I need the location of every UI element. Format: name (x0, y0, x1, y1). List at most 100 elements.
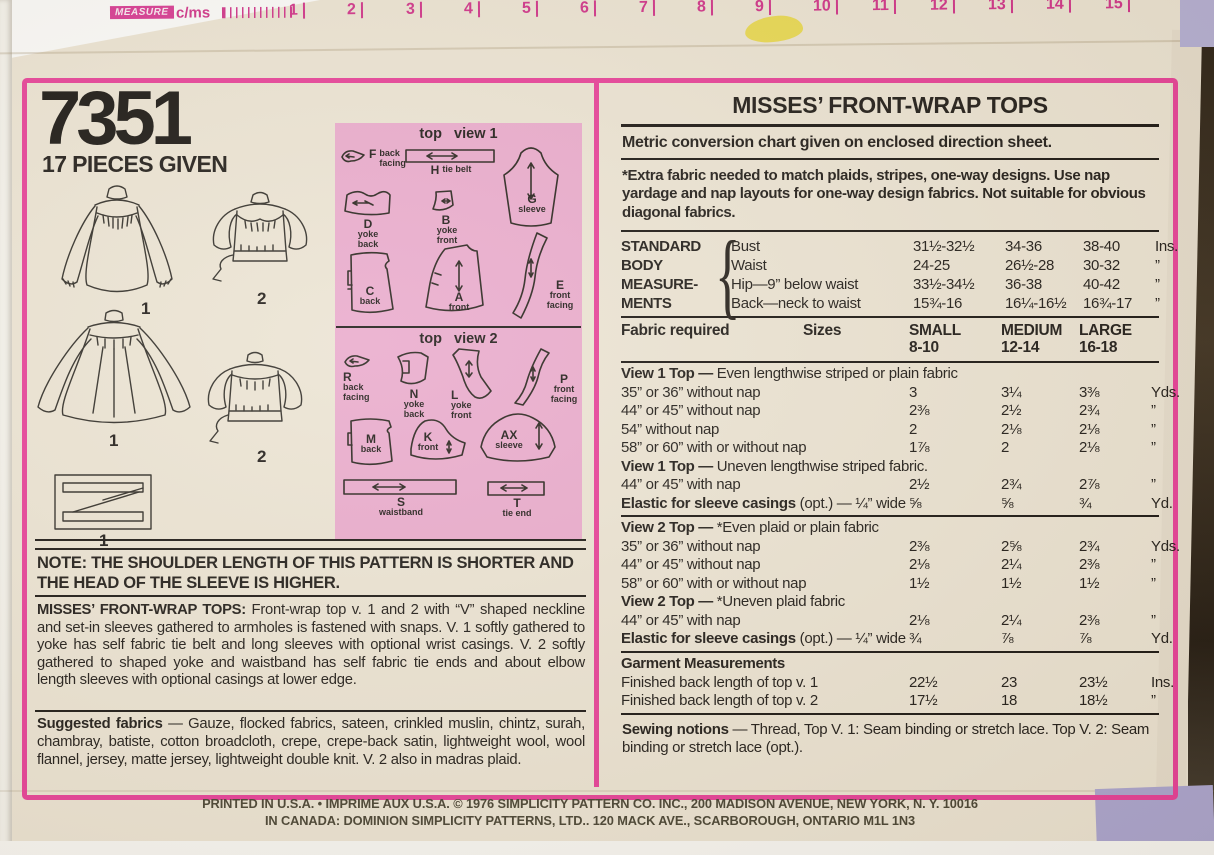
value-medium: 3¼ (1001, 383, 1022, 401)
piece-name: yoke back (357, 229, 379, 249)
ruler-number: 5 (522, 0, 538, 17)
piece-letter: C (365, 284, 375, 298)
value-large: 2⅜ (1079, 611, 1100, 629)
ruler-number: 7 (639, 0, 655, 16)
ruler-number: 2 (347, 1, 363, 18)
piece-name: yoke front (436, 225, 458, 245)
piece-letter: B (441, 213, 451, 227)
value-unit: ” (1155, 256, 1160, 274)
pieces-given-label: 17 PIECES GIVEN (42, 151, 228, 177)
piece-name: yoke back (403, 399, 425, 419)
value-unit: Yd. (1151, 630, 1173, 648)
value-medium: ⅝ (1001, 494, 1014, 512)
ruler-number: 13 (988, 0, 1013, 14)
piece-shape (343, 479, 457, 495)
view2-back-sketch: 2 (197, 347, 313, 466)
piece-name: yoke front (451, 400, 472, 420)
sketch-view-label: 1 (109, 431, 119, 450)
sewing-notions: Sewing notions — Thread, Top V. 1: Seam … (622, 721, 1158, 758)
brace-glyph: { (715, 220, 741, 328)
fabric-required-label: Fabric required (621, 321, 730, 339)
piece-letter: K (423, 430, 433, 444)
value-unit: ” (1151, 476, 1156, 494)
table-row: 35” or 36” without nap 3 3¼ 3⅜ Yds. (621, 383, 1180, 403)
piece-AX: AX sleeve (475, 409, 561, 463)
table-row: 35” or 36” without nap 2⅜ 2⅝ 2¾ Yds. (621, 537, 1180, 557)
value-large: ¾ (1079, 494, 1092, 512)
row-label: Finished back length of top v. 2 (621, 692, 818, 709)
row-label: 58” or 60” with or without nap (621, 439, 807, 457)
value-unit: ” (1151, 574, 1156, 592)
row-label: 58” or 60” with or without nap (621, 574, 807, 592)
label-line: BODY (621, 256, 663, 274)
piece-A: A front (423, 243, 495, 317)
value-unit: ” (1155, 294, 1160, 312)
piece-N: N yoke back (395, 349, 433, 419)
value-unit: Ins. (1151, 673, 1174, 691)
value-small: 3 (909, 383, 918, 401)
size-name: MEDIUM (1001, 321, 1063, 339)
row-name: Bust (731, 237, 760, 255)
paper-crease (0, 790, 1214, 792)
row-label: 44” or 45” without nap (621, 556, 761, 574)
piece-G: G sleeve (501, 141, 563, 227)
fabrics-body: — Gauze, flocked fabrics, sateen, crinkl… (37, 716, 585, 768)
body-measurement-row: Waist 24-25 26½-28 30-32 ” (731, 256, 1178, 275)
note-text: NOTE: THE SHOULDER LENGTH OF THIS PATTER… (37, 554, 574, 592)
value-large: 2⅛ (1079, 420, 1100, 438)
piece-letter: L (451, 388, 459, 402)
row-label: 44” or 45” without nap (621, 402, 761, 420)
piece-label: B yoke front (429, 214, 463, 245)
value-small: 33½-34½ (913, 275, 975, 293)
piece-shape (514, 348, 550, 406)
ruler-number: 3 (406, 1, 422, 18)
row-label-rest: (opt.) — ¼” wide (795, 630, 906, 648)
value-small: ¾ (909, 630, 922, 648)
piece-shape (512, 232, 548, 319)
body-measurement-rows: Bust 31½-32½ 34-36 38-40 Ins. Waist 24-2… (731, 237, 1178, 313)
value-unit: Yds. (1151, 537, 1180, 555)
body-measurement-row: Bust 31½-32½ 34-36 38-40 Ins. (731, 237, 1178, 256)
piece-letter: H (430, 163, 440, 177)
blouse-drawing (207, 351, 303, 444)
value-small: 15¾-16 (913, 294, 963, 312)
ruler-number: 12 (930, 0, 955, 14)
section-title: View 1 Top — (621, 365, 717, 383)
value-medium: 2½ (1001, 402, 1022, 420)
label-line: MENTS (621, 294, 672, 312)
piece-D: D yoke back (343, 187, 393, 249)
label-line: STANDARD (621, 237, 701, 255)
garment-measurements: Garment Measurements Finished back lengt… (621, 655, 1174, 711)
row-label: 54” without nap (621, 420, 720, 438)
size-range: 16-18 (1079, 338, 1118, 356)
value-medium: 36-38 (1005, 275, 1042, 293)
body-measurements-label: STANDARD BODY MEASURE- MENTS (621, 237, 715, 313)
size-range: 12-14 (1001, 338, 1040, 356)
piece-K: K front (409, 417, 469, 463)
paper-crease (0, 39, 1214, 55)
value-medium: ⅞ (1001, 630, 1014, 648)
piece-label: D yoke back (343, 218, 393, 249)
value-large: 23½ (1079, 673, 1108, 691)
piece-M: M back (347, 415, 395, 467)
blouse-drawing (212, 191, 308, 282)
value-small: ⅝ (909, 494, 922, 512)
footer-line-1: PRINTED IN U.S.A. • IMPRIME AUX U.S.A. ©… (202, 796, 978, 811)
imprint-footer: PRINTED IN U.S.A. • IMPRIME AUX U.S.A. ©… (0, 795, 1180, 829)
piece-label: R back facing (343, 371, 377, 402)
rule (621, 360, 1159, 364)
row-label-bold: Elastic for sleeve casings (621, 494, 796, 512)
row-name: Waist (731, 256, 767, 274)
value-large: 2¾ (1079, 537, 1100, 555)
sketch-view-label: 1 (141, 299, 151, 318)
piece-shape (480, 413, 556, 462)
row-label: 35” or 36” without nap (621, 383, 761, 401)
blouse-drawing (61, 185, 173, 293)
value-small: 1½ (909, 574, 930, 592)
piece-letter: E (555, 278, 564, 292)
piece-shape (344, 190, 391, 216)
value-small: 17½ (909, 692, 938, 709)
